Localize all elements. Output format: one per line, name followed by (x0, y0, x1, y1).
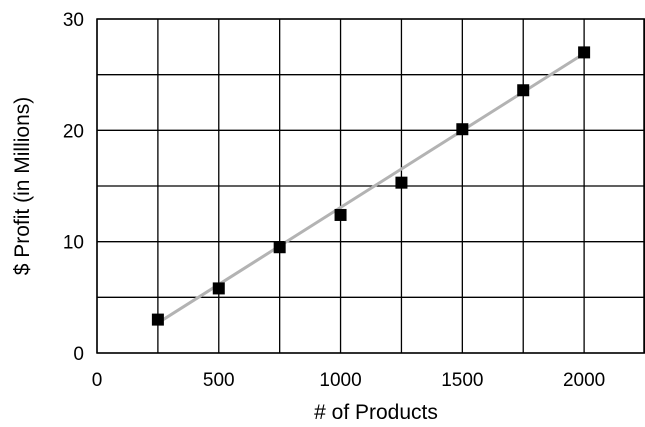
data-point (334, 208, 347, 221)
data-point (456, 123, 469, 136)
x-tick-label: 2000 (563, 370, 605, 391)
x-tick-label: 500 (203, 370, 235, 391)
y-tick-label: 30 (63, 10, 84, 31)
plot-frame (96, 18, 645, 354)
y-tick-label: 10 (63, 233, 84, 254)
y-tick-label: 20 (63, 121, 84, 142)
y-axis-title: $ Profit (in Millions) (11, 97, 34, 276)
data-point (517, 84, 530, 97)
x-axis-title: # of Products (314, 401, 438, 424)
trendline (157, 52, 585, 325)
data-points (151, 46, 591, 326)
tick-labels: 0 500 1000 1500 2000 0 10 20 30 (63, 10, 605, 391)
data-point (395, 176, 408, 189)
data-point (273, 241, 286, 254)
gridlines (96, 18, 645, 354)
data-point (212, 282, 225, 295)
x-tick-label: 1000 (319, 370, 361, 391)
data-point (578, 46, 591, 59)
y-tick-label: 0 (73, 344, 84, 365)
x-tick-label: 0 (92, 370, 103, 391)
x-tick-label: 1500 (441, 370, 483, 391)
data-point (151, 313, 164, 326)
